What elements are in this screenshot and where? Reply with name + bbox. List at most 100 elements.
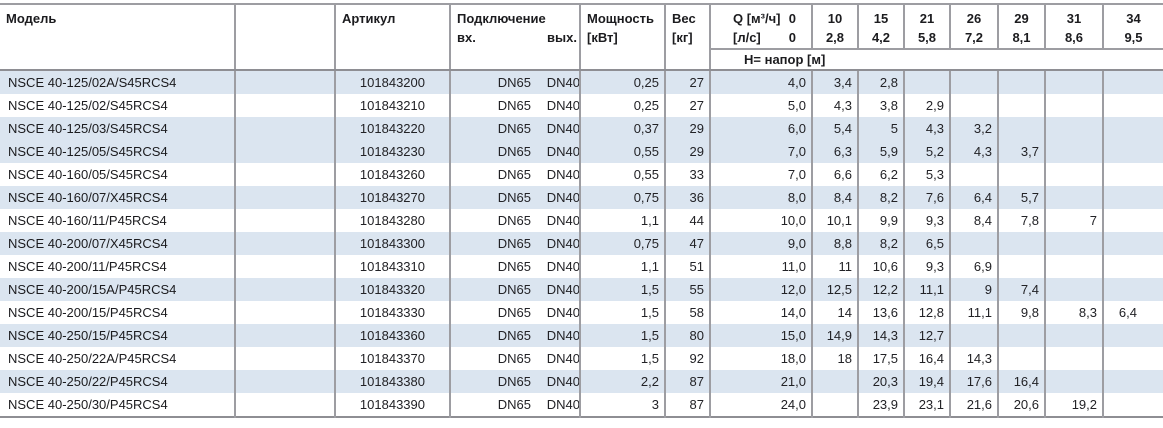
head-value-cell: 5,3 xyxy=(904,163,951,186)
col-header-flow: 10 2,8 xyxy=(812,4,859,49)
article-cell: 101843280 xyxy=(335,209,451,232)
weight-label: Вес xyxy=(672,11,696,26)
head-value-cell: 11,1 xyxy=(904,278,951,301)
connection-in-value: DN65 xyxy=(497,328,531,343)
table-row: NSCE 40-250/22A/P45RCS4 101843370 DN65 DN40… xyxy=(0,347,1163,370)
article-cell: 101843300 xyxy=(335,232,451,255)
power-cell: 2,2 xyxy=(580,370,666,393)
head-value-cell: 12,2 xyxy=(858,278,905,301)
connection-in-value: DN65 xyxy=(497,213,531,228)
flow-m3h-value: 34 xyxy=(1126,11,1141,26)
head-value-cell xyxy=(1045,370,1104,393)
head-value-cell xyxy=(812,370,859,393)
connection-out-value: DN40 xyxy=(546,328,580,343)
blank-cell xyxy=(235,301,336,324)
table-row: NSCE 40-200/15/P45RCS4 101843330 DN65 DN40 1… xyxy=(0,301,1163,324)
connection-cell: DN65 DN40 xyxy=(450,278,581,301)
head-value-cell xyxy=(1103,186,1163,209)
head-value-cell: 20,6 xyxy=(998,393,1046,417)
head-value-cell xyxy=(998,94,1046,117)
power-cell: 1,5 xyxy=(580,324,666,347)
article-cell: 101843390 xyxy=(335,393,451,417)
model-cell: NSCE 40-125/02A/S45RCS4 xyxy=(0,70,236,94)
power-cell: 1,1 xyxy=(580,255,666,278)
head-value-cell xyxy=(998,70,1046,94)
head-value-cell: 3,8 xyxy=(858,94,905,117)
head-value-cell: 12,8 xyxy=(904,301,951,324)
connection-cell: DN65 DN40 xyxy=(450,209,581,232)
weight-cell: 27 xyxy=(665,94,711,117)
head-value-cell xyxy=(1045,255,1104,278)
connection-label: Подключение xyxy=(457,11,546,26)
connection-in-value: DN65 xyxy=(497,98,531,113)
head-value-cell: 3,2 xyxy=(950,117,999,140)
head-value-cell: 5,4 xyxy=(812,117,859,140)
head-value-cell: 2,8 xyxy=(858,70,905,94)
col-header-flow: 29 8,1 xyxy=(998,4,1046,49)
head-value-cell: 6,3 xyxy=(812,140,859,163)
model-cell: NSCE 40-250/15/P45RCS4 xyxy=(0,324,236,347)
header-row-main: Модель Артикул Подключение вх. вых. Мощн… xyxy=(0,4,1163,71)
weight-cell: 29 xyxy=(665,117,711,140)
col-header-power: Мощность [кВт] xyxy=(580,4,666,71)
model-cell: NSCE 40-125/03/S45RCS4 xyxy=(0,117,236,140)
head-value-cell: 12,0 xyxy=(710,278,813,301)
head-value-cell: 11,1 xyxy=(950,301,999,324)
flow-m3h-value: 26 xyxy=(966,11,982,26)
head-value-cell: 19,4 xyxy=(904,370,951,393)
flow-m3h-row: Q [м³/ч] 0 xyxy=(711,9,810,28)
head-value-cell: 9 xyxy=(950,278,999,301)
weight-unit-label: [кг] xyxy=(672,30,693,45)
connection-cell: DN65 DN40 xyxy=(450,163,581,186)
connection-out-value: DN40 xyxy=(546,121,580,136)
head-value-cell: 4,3 xyxy=(904,117,951,140)
article-cell: 101843220 xyxy=(335,117,451,140)
head-value-cell: 11 xyxy=(812,255,859,278)
power-cell: 1,1 xyxy=(580,209,666,232)
connection-in-value: DN65 xyxy=(497,397,531,412)
head-value-cell: 8,2 xyxy=(858,186,905,209)
head-value-cell: 14,3 xyxy=(950,347,999,370)
head-value-cell: 14 xyxy=(812,301,859,324)
flow-ls-value: 8,1 xyxy=(1012,30,1031,45)
head-value-cell xyxy=(1103,140,1163,163)
head-value-cell xyxy=(1103,117,1163,140)
col-header-flow: 21 5,8 xyxy=(904,4,951,49)
blank-cell xyxy=(235,163,336,186)
connection-out-value: DN40 xyxy=(546,144,580,159)
connection-cell: DN65 DN40 xyxy=(450,186,581,209)
head-value-cell: 8,8 xyxy=(812,232,859,255)
connection-in-label: вх. xyxy=(457,30,476,45)
connection-in-value: DN65 xyxy=(497,144,531,159)
head-value-cell: 7,8 xyxy=(998,209,1046,232)
connection-cell: DN65 DN40 xyxy=(450,393,581,417)
article-cell: 101843210 xyxy=(335,94,451,117)
flow-ls-value: 2,8 xyxy=(825,30,845,45)
connection-cell: DN65 DN40 xyxy=(450,232,581,255)
connection-cell: DN65 DN40 xyxy=(450,301,581,324)
head-value-cell: 3,7 xyxy=(998,140,1046,163)
blank-cell xyxy=(235,393,336,417)
connection-cell: DN65 DN40 xyxy=(450,140,581,163)
weight-cell: 87 xyxy=(665,370,711,393)
connection-in-value: DN65 xyxy=(497,190,531,205)
flow-m3h-value: 10 xyxy=(827,11,843,26)
blank-cell xyxy=(235,324,336,347)
col-header-flow: 15 4,2 xyxy=(858,4,905,49)
connection-out-value: DN40 xyxy=(546,236,580,251)
connection-out-value: DN40 xyxy=(546,282,580,297)
flow-ls-row: [л/с] 0 xyxy=(711,28,810,47)
table-row: NSCE 40-160/11/P45RCS4 101843280 DN65 DN40 1… xyxy=(0,209,1163,232)
head-value-cell: 4,3 xyxy=(812,94,859,117)
head-value-cell: 19,2 xyxy=(1045,393,1104,417)
head-value-cell xyxy=(950,94,999,117)
connection-in-value: DN65 xyxy=(497,305,531,320)
power-cell: 0,25 xyxy=(580,94,666,117)
head-value-cell xyxy=(1103,209,1163,232)
table-body: NSCE 40-125/02A/S45RCS4 101843200 DN65 DN40… xyxy=(0,70,1163,417)
connection-cell: DN65 DN40 xyxy=(450,347,581,370)
connection-out-value: DN40 xyxy=(546,167,580,182)
model-cell: NSCE 40-160/07/X45RCS4 xyxy=(0,186,236,209)
head-value-cell: 12,7 xyxy=(904,324,951,347)
power-label: Мощность xyxy=(587,11,654,26)
